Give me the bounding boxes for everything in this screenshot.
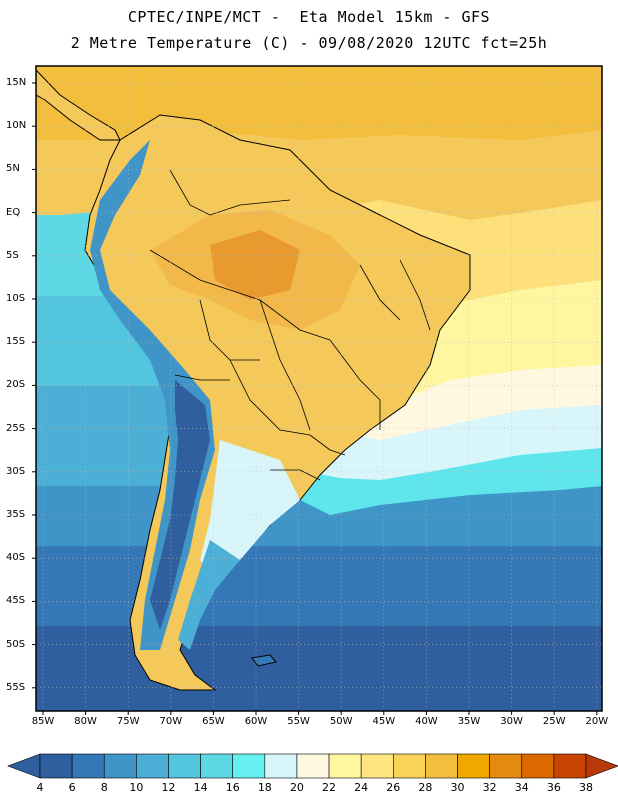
colorbar-swatch xyxy=(136,753,169,779)
colorbar-swatch xyxy=(168,753,201,779)
colorbar-swatch xyxy=(553,753,587,779)
falkland-islands xyxy=(251,654,277,667)
colorbar-tick-label: 32 xyxy=(482,781,497,794)
colorbar-tick-label: 22 xyxy=(322,781,337,794)
lat-label: 5S xyxy=(6,249,19,261)
map-field xyxy=(36,66,602,711)
lat-label: 15N xyxy=(6,77,27,88)
colorbar-tick-label: 34 xyxy=(514,781,529,794)
colorbar-tick-label: 12 xyxy=(161,781,176,794)
lon-label: 40W xyxy=(415,716,438,727)
andes-coldest xyxy=(150,380,210,630)
colorbar-swatch xyxy=(425,753,458,779)
lat-label: EQ xyxy=(6,206,21,218)
lon-label: 75W xyxy=(116,716,140,727)
lat-label: 40S xyxy=(6,552,26,564)
lon-label: 35W xyxy=(457,716,481,727)
colorbar-swatch xyxy=(392,753,426,779)
colorbar-swatch xyxy=(328,753,362,779)
lon-label: 80W xyxy=(74,716,97,727)
lon-label: 85W xyxy=(31,716,55,727)
lon-ticks xyxy=(42,711,598,715)
colorbar-tick-label: 8 xyxy=(100,781,108,794)
map-frame xyxy=(35,65,603,712)
colorbar-tick-label: 38 xyxy=(579,781,593,794)
colorbar-swatch xyxy=(457,753,490,779)
colorbar-tick-label: 24 xyxy=(354,781,369,794)
colorbar-tick-label: 28 xyxy=(418,781,433,794)
colorbar-tick-label: 20 xyxy=(289,781,304,794)
colorbar-tick-label: 6 xyxy=(68,781,76,794)
lat-label: 30S xyxy=(6,465,26,477)
title-line-1: CPTEC/INPE/MCT - Eta Model 15km - GFS xyxy=(127,8,491,26)
colorbar-swatch xyxy=(296,753,330,779)
colorbar-tick-label: 30 xyxy=(450,781,465,794)
lat-label: 10S xyxy=(6,293,26,304)
lat-label: 25S xyxy=(6,422,26,434)
lon-label: 30W xyxy=(500,716,523,727)
colorbar-swatch xyxy=(264,753,298,779)
colorbar-swatch xyxy=(232,753,266,779)
lat-label: 35S xyxy=(6,509,26,520)
lon-label: 60W xyxy=(244,716,268,727)
pampas-cool xyxy=(200,440,300,580)
central-america xyxy=(36,69,121,141)
lat-label: 10N xyxy=(6,120,27,132)
lat-label: 15S xyxy=(6,336,26,348)
lat-label: 45S xyxy=(6,595,26,607)
lon-label: 25W xyxy=(542,716,566,727)
lat-label: 55S xyxy=(6,681,26,693)
patagonia-cold xyxy=(178,540,240,650)
amazon-hot-spot xyxy=(210,230,300,300)
title-line-2: 2 Metre Temperature (C) - 09/08/2020 12U… xyxy=(70,34,548,52)
colorbar-swatch xyxy=(489,753,523,779)
caribbean-warm xyxy=(36,66,602,140)
lon-label: 20W xyxy=(585,716,609,727)
lat-label: 50S xyxy=(6,638,26,650)
colorbar-high-arrow xyxy=(585,753,618,779)
lon-label: 55W xyxy=(287,716,310,727)
lon-label: 45W xyxy=(372,716,396,727)
colorbar-swatch xyxy=(39,753,73,779)
colorbar xyxy=(7,753,618,779)
colorbar-tick-label: 14 xyxy=(193,781,208,794)
colorbar-tick-label: 10 xyxy=(129,781,144,794)
lon-label: 50W xyxy=(329,716,353,727)
lat-label: 5N xyxy=(6,163,20,175)
colorbar-tick-label: 36 xyxy=(546,781,561,794)
lon-label: 70W xyxy=(159,716,183,727)
lat-label: 20S xyxy=(6,379,26,391)
colorbar-tick-label: 18 xyxy=(257,781,272,794)
colorbar-swatch xyxy=(521,753,555,779)
colorbar-tick-label: 16 xyxy=(225,781,240,794)
country-borders xyxy=(149,169,431,481)
colorbar-swatch xyxy=(103,753,137,779)
colorbar-swatch xyxy=(200,753,234,779)
colorbar-swatch xyxy=(360,753,394,779)
colorbar-tick-label: 4 xyxy=(36,781,44,794)
lat-ticks xyxy=(32,82,36,689)
colorbar-low-arrow xyxy=(7,753,41,779)
colorbar-swatch xyxy=(71,753,105,779)
colorbar-tick-label: 26 xyxy=(386,781,401,794)
lon-label: 65W xyxy=(202,716,225,727)
